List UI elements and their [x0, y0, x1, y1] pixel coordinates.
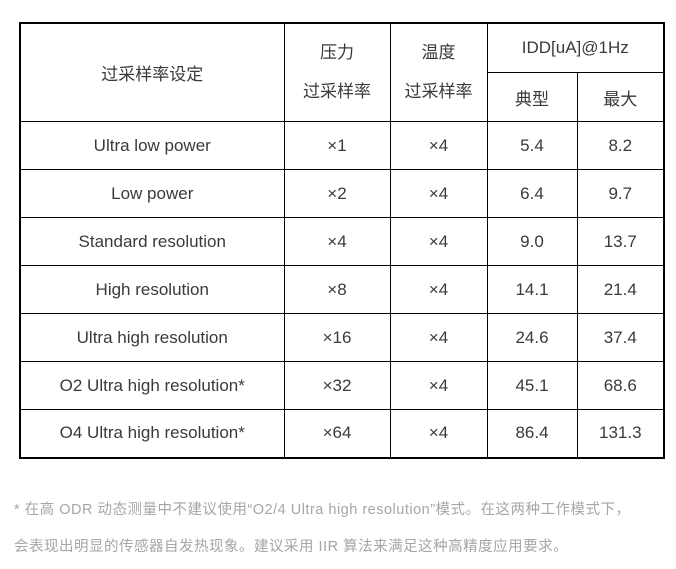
cell-idd-typical: 24.6 — [486, 313, 578, 362]
cell-pressure-osr: ×4 — [283, 217, 391, 266]
oversampling-spec-table: 过采样率设定 压力 过采样率 温度 过采样率 IDD[uA]@1Hz — [19, 22, 666, 459]
header-max-cell: 最大 — [576, 72, 665, 122]
header-temperature-line1: 温度 — [421, 43, 456, 63]
header-pressure-line2: 过采样率 — [303, 81, 371, 101]
cell-pressure-osr: ×16 — [283, 313, 391, 362]
table-row: Low power ×2 ×4 6.4 9.7 — [19, 169, 665, 218]
cell-setting: O4 Ultra high resolution* — [19, 409, 285, 458]
cell-pressure-osr: ×64 — [283, 409, 391, 458]
cell-idd-max: 8.2 — [576, 121, 665, 170]
table-row: Ultra high resolution ×16 ×4 24.6 37.4 — [19, 313, 665, 362]
footnote: * 在高 ODR 动态测量中不建议使用“O2/4 Ultra high reso… — [14, 492, 670, 566]
table-row: O2 Ultra high resolution* ×32 ×4 45.1 68… — [19, 361, 665, 410]
table-row: Ultra low power ×1 ×4 5.4 8.2 — [19, 121, 665, 170]
cell-temperature-osr: ×4 — [389, 409, 488, 458]
table-row: High resolution ×8 ×4 14.1 21.4 — [19, 265, 665, 314]
header-typical-cell: 典型 — [486, 72, 578, 122]
cell-setting: Low power — [19, 169, 285, 218]
header-pressure-osr-cell: 压力 过采样率 — [283, 22, 391, 122]
header-pressure-line1: 压力 — [320, 43, 354, 63]
footnote-line-1: * 在高 ODR 动态测量中不建议使用“O2/4 Ultra high reso… — [14, 502, 631, 518]
cell-idd-typical: 86.4 — [486, 409, 578, 458]
cell-pressure-osr: ×32 — [283, 361, 391, 410]
cell-pressure-osr: ×8 — [283, 265, 391, 314]
cell-idd-typical: 45.1 — [486, 361, 578, 410]
table-row: Standard resolution ×4 ×4 9.0 13.7 — [19, 217, 665, 266]
cell-idd-max: 21.4 — [576, 265, 665, 314]
table-row: O4 Ultra high resolution* ×64 ×4 86.4 13… — [19, 409, 665, 458]
cell-idd-max: 68.6 — [576, 361, 665, 410]
header-idd-label: IDD[uA]@1Hz — [521, 38, 629, 58]
cell-idd-typical: 6.4 — [486, 169, 578, 218]
header-setting-cell: 过采样率设定 — [19, 22, 285, 122]
cell-temperature-osr: ×4 — [389, 169, 488, 218]
header-row-sub: 典型 最大 — [20, 72, 665, 122]
cell-setting: Ultra high resolution — [19, 313, 285, 362]
footnote-line-2: 会表现出明显的传感器自发热现象。建议采用 IIR 算法来满足这种高精度应用要求。 — [14, 539, 569, 555]
cell-idd-max: 37.4 — [576, 313, 665, 362]
header-idd-cell: IDD[uA]@1Hz — [486, 22, 665, 74]
cell-temperature-osr: ×4 — [389, 361, 488, 410]
cell-temperature-osr: ×4 — [389, 265, 488, 314]
header-typical-label: 典型 — [515, 89, 549, 109]
cell-idd-max: 13.7 — [576, 217, 665, 266]
header-max-label: 最大 — [603, 89, 638, 109]
header-temperature-line2: 过采样率 — [404, 81, 473, 101]
cell-setting: High resolution — [19, 265, 285, 314]
cell-temperature-osr: ×4 — [389, 217, 488, 266]
cell-idd-typical: 5.4 — [486, 121, 578, 170]
cell-pressure-osr: ×2 — [283, 169, 391, 218]
cell-idd-max: 9.7 — [576, 169, 665, 218]
header-temperature-osr-cell: 温度 过采样率 — [389, 22, 488, 122]
cell-setting: Standard resolution — [19, 217, 285, 266]
cell-idd-typical: 9.0 — [486, 217, 578, 266]
header-setting-label: 过采样率设定 — [101, 65, 204, 84]
cell-temperature-osr: ×4 — [389, 121, 488, 170]
cell-temperature-osr: ×4 — [389, 313, 488, 362]
cell-setting: Ultra low power — [19, 121, 285, 170]
cell-pressure-osr: ×1 — [283, 121, 391, 170]
cell-setting: O2 Ultra high resolution* — [19, 361, 285, 410]
cell-idd-max: 131.3 — [576, 409, 665, 458]
cell-idd-typical: 14.1 — [486, 265, 578, 314]
header-row-top: 过采样率设定 压力 过采样率 温度 过采样率 IDD[uA]@1Hz — [19, 22, 665, 122]
